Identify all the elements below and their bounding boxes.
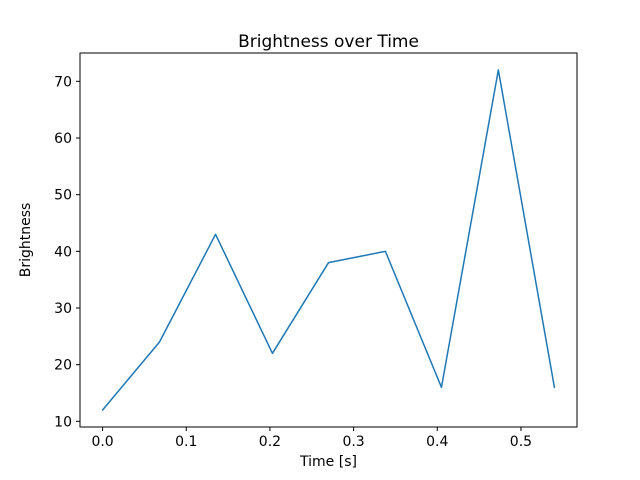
plot-area: [80, 53, 577, 427]
x-tick-label: 0.3: [342, 434, 364, 450]
y-tick-label: 10: [54, 414, 72, 430]
y-tick-label: 60: [54, 131, 72, 147]
axes-spines: [79, 52, 578, 428]
line-series-layer: [101, 69, 556, 411]
x-tick-label: 0.4: [426, 434, 448, 450]
y-tick-label: 20: [54, 358, 72, 374]
tick-labels-layer: 0.0 0.1 0.2 0.3 0.4 0.5 10 20 30 40 50 60 70: [54, 74, 532, 450]
x-tick-label: 0.0: [91, 434, 113, 450]
y-tick-label: 30: [54, 301, 72, 317]
y-tick-label: 50: [54, 188, 72, 204]
chart-title: Brightness over Time: [238, 32, 419, 52]
brightness-line-series: [101, 69, 556, 411]
y-tick-label: 70: [54, 74, 72, 90]
x-tick-label: 0.5: [510, 434, 532, 450]
x-tick-label: 0.2: [259, 434, 281, 450]
ticks-layer: [76, 80, 522, 431]
x-tick-label: 0.1: [175, 434, 197, 450]
x-axis-label: Time [s]: [299, 454, 357, 470]
y-axis-label: Brightness: [18, 203, 34, 278]
y-tick-label: 40: [54, 244, 72, 260]
